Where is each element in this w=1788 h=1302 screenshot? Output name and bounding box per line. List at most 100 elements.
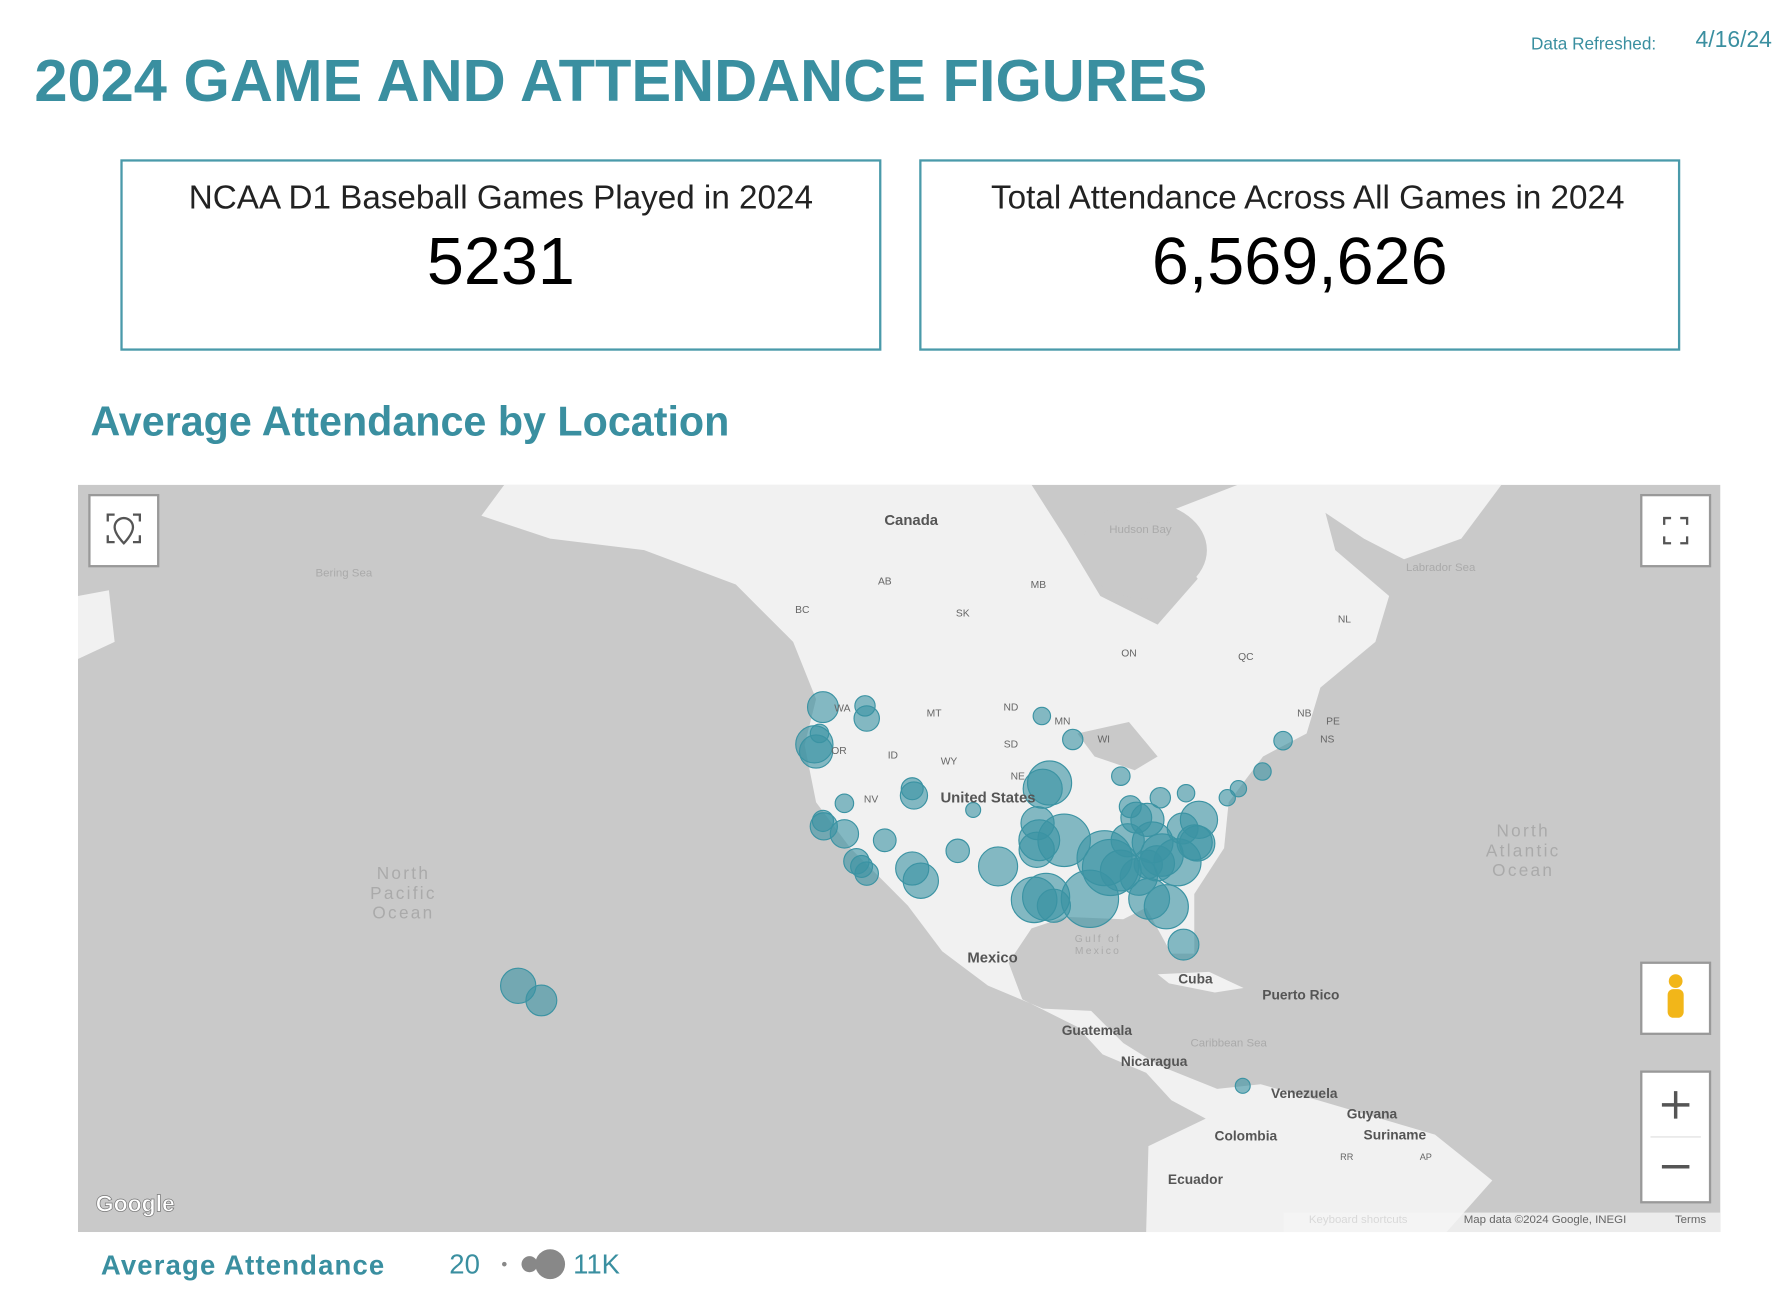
fullscreen-button[interactable] [1640, 493, 1712, 568]
map-label: AB [878, 577, 892, 588]
refresh-label: Data Refreshed: [1531, 33, 1656, 53]
map-label: Bering Sea [316, 568, 373, 580]
bubble [525, 984, 558, 1017]
map-label: Colombia [1215, 1128, 1278, 1143]
map-label: Map data ©2024 Google, INEGI [1464, 1214, 1627, 1226]
bubble [977, 846, 1019, 887]
bubble [809, 723, 830, 744]
map-label: Guyana [1347, 1107, 1398, 1122]
map-label: ID [888, 751, 898, 762]
map-label: AP [1420, 1152, 1432, 1162]
legend-dot [521, 1256, 538, 1273]
bubble [1167, 928, 1200, 961]
kpi-value: 6,569,626 [1152, 225, 1448, 299]
map-label: United States [940, 790, 1035, 806]
legend-tick: 11K [573, 1248, 621, 1279]
map-label: BC [795, 605, 810, 616]
map-label: MN [1054, 716, 1070, 727]
map-label: RR [1340, 1152, 1354, 1162]
map[interactable]: Canada Hudson Bay Bering Sea Labrador Sea BC… [77, 484, 1721, 1233]
map-label: Puerto Rico [1262, 987, 1339, 1002]
kpi-card [919, 159, 1681, 351]
map-label: OR [831, 746, 846, 757]
bubble [1229, 780, 1248, 798]
bubble [1118, 795, 1142, 819]
bubble [1234, 1077, 1251, 1094]
pegman-icon [1668, 974, 1683, 988]
map-label: NV [864, 794, 878, 805]
legend-tick: 20 [449, 1248, 480, 1279]
map-label: ND [1003, 703, 1018, 714]
kpi-label: Total Attendance Across All Games in 202… [991, 180, 1624, 217]
map-label: Guatemala [1062, 1023, 1133, 1038]
zoom-in[interactable] [1661, 1091, 1690, 1119]
attribution-bar [1283, 1212, 1721, 1233]
kpi-label: NCAA D1 Baseball Games Played in 2024 [189, 180, 813, 217]
map-label: NS [1320, 735, 1334, 746]
bubble [806, 691, 839, 724]
lake [1077, 722, 1158, 771]
bubble [1133, 849, 1164, 880]
kpi-card [120, 159, 882, 351]
map-label: SD [1004, 739, 1018, 750]
map-label: Canada [884, 513, 938, 529]
bubble [1253, 762, 1272, 781]
bubble [854, 695, 876, 717]
map-label: SK [956, 609, 970, 620]
locate-button[interactable] [88, 493, 160, 568]
size-legend: Average Attendance 20 11K [101, 1248, 621, 1280]
map-label: Venezuela [1271, 1086, 1338, 1101]
map-label: WI [1097, 735, 1110, 746]
map-labels: Canada Hudson Bay Bering Sea Labrador Sea BC… [95, 513, 1721, 1233]
kpi-value: 5231 [427, 225, 575, 299]
bubble [1149, 787, 1172, 809]
map-label: North Pacific Ocean [370, 863, 437, 923]
bubble [1036, 888, 1072, 923]
map-label: Caribbean Sea [1190, 1037, 1267, 1049]
bubble [834, 793, 855, 814]
map-label: MB [1031, 580, 1047, 591]
map-label: Gulf of Mexico [1075, 934, 1121, 957]
map-label: WA [834, 704, 850, 715]
bay [1080, 502, 1207, 599]
pegman-icon [1667, 989, 1684, 1018]
land [1283, 484, 1502, 560]
land [1157, 971, 1244, 993]
bubble [1020, 805, 1055, 841]
bubble [900, 777, 924, 801]
map-label: PE [1326, 716, 1340, 727]
map-label: Mexico [967, 951, 1017, 967]
map-label: ON [1121, 649, 1136, 660]
refresh-date: 4/16/24 [1695, 26, 1772, 52]
legend-dot [502, 1261, 507, 1267]
map-label: Terms [1675, 1214, 1706, 1226]
map-label: Labrador Sea [1406, 562, 1476, 574]
bubble [965, 801, 982, 819]
bubble [1062, 728, 1084, 751]
bubble [1176, 783, 1196, 803]
map-label: NE [1011, 771, 1025, 782]
map-label: Cuba [1178, 971, 1213, 986]
map-label: NB [1297, 708, 1311, 719]
bubble [1166, 812, 1199, 845]
map-label: Nicaragua [1121, 1054, 1188, 1069]
bubble [811, 809, 835, 833]
legend-dot [535, 1249, 566, 1280]
page-title: 2024 GAME AND ATTENDANCE FIGURES [34, 47, 1207, 114]
bubble [1032, 706, 1052, 726]
map-label: MT [927, 708, 943, 719]
bubble-layer [499, 691, 1293, 1094]
bubble [1273, 730, 1293, 751]
bubble [1111, 766, 1131, 786]
map-label: Ecuador [1168, 1172, 1224, 1187]
map-label: Suriname [1364, 1127, 1427, 1142]
bubble [945, 838, 970, 864]
bubble [895, 851, 930, 886]
map-label: Google [96, 1190, 175, 1216]
map-label: WY [941, 756, 958, 767]
map-controls [88, 493, 1712, 1204]
map-label: Hudson Bay [1109, 524, 1172, 536]
land [77, 590, 115, 660]
bubble [850, 854, 874, 878]
